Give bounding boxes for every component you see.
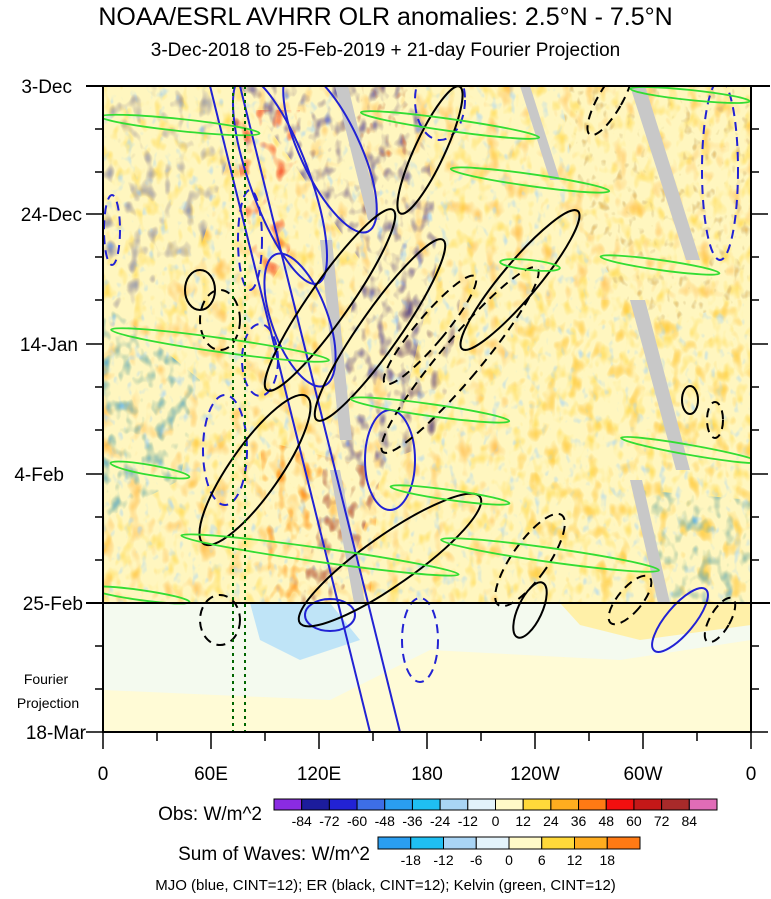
x-tick-label: 120E	[297, 764, 341, 785]
colorbar-swatch	[578, 798, 607, 811]
y-tick-label: 18-Mar	[26, 723, 87, 744]
colorbar-swatch	[356, 798, 386, 811]
colorbar-tick-label: -12	[458, 813, 478, 829]
x-tick-label: 120W	[510, 764, 560, 785]
colorbar-swatch	[475, 836, 510, 850]
contour-legend-footer: MJO (blue, CINT=12); ER (black, CINT=12)…	[155, 877, 616, 894]
colorbar-swatch	[410, 836, 444, 850]
x-tick-label: 0	[98, 764, 109, 785]
chart-subtitle: 3-Dec-2018 to 25-Feb-2019 + 21-day Fouri…	[150, 40, 621, 61]
colorbar-swatch	[605, 798, 635, 811]
colorbar-swatch	[606, 836, 641, 850]
colorbar-tick-label: -84	[292, 813, 312, 829]
x-tick-label: 180	[411, 764, 443, 785]
obs-colorbar-ticks: -84 -72 -60 -48 -36 -24 -12 0 12 24 36 48 60 72 84	[292, 813, 698, 829]
chart-title: NOAA/ESRL AVHRR OLR anomalies: 2.5°N - 7…	[98, 3, 673, 31]
wave-contours	[103, 86, 751, 732]
colorbar-tick-label: 60	[626, 813, 642, 829]
colorbar-tick-label: 72	[654, 813, 670, 829]
colorbar-tick-label: -72	[319, 813, 339, 829]
colorbar-tick-label: -18	[401, 852, 421, 868]
obs-colorbar-label: Obs: W/m^2	[158, 804, 262, 825]
colorbar-swatch	[443, 836, 477, 850]
x-tick-label: 60W	[623, 764, 662, 785]
x-tick-marks	[102, 732, 752, 749]
colorbar-swatch	[688, 798, 718, 811]
y-tick-label: 25-Feb	[23, 594, 83, 615]
y-tick-label: 24-Dec	[21, 205, 82, 226]
colorbar-swatch	[467, 798, 496, 811]
colorbar-swatch	[541, 836, 575, 850]
colorbar-swatch	[411, 798, 441, 811]
colorbar-tick-label: -24	[430, 813, 450, 829]
projection-label: Projection	[17, 695, 79, 711]
obs-colorbar	[273, 798, 718, 811]
x-tick-label: 0	[746, 764, 757, 785]
colorbar-swatch	[508, 836, 543, 850]
colorbar-tick-label: 84	[682, 813, 698, 829]
colorbar-tick-label: 48	[598, 813, 614, 829]
colorbar-swatch	[301, 798, 330, 811]
colorbar-swatch	[522, 798, 552, 811]
waves-colorbar-label: Sum of Waves: W/m^2	[178, 844, 370, 865]
colorbar-tick-label: 18	[599, 852, 615, 868]
colorbar-swatch	[550, 798, 580, 811]
colorbar-swatch	[377, 836, 412, 850]
waves-colorbar	[377, 836, 641, 850]
colorbar-tick-label: 12	[515, 813, 531, 829]
y-tick-labels: 3-Dec 24-Dec 14-Jan 4-Feb 25-Feb 18-Mar …	[14, 77, 86, 744]
colorbar-tick-label: -60	[347, 813, 367, 829]
colorbar-swatch	[328, 798, 358, 811]
colorbar-swatch	[495, 798, 524, 811]
colorbar-swatch	[439, 798, 469, 811]
colorbar-swatch	[661, 798, 690, 811]
colorbar-tick-label: -12	[433, 852, 453, 868]
waves-colorbar-ticks: -18 -12 -6 0 6 12 18	[401, 852, 616, 868]
y-tick-label: 3-Dec	[21, 77, 72, 98]
colorbar-tick-label: 24	[543, 813, 559, 829]
colorbar-tick-label: 36	[571, 813, 587, 829]
colorbar-swatch	[273, 798, 303, 811]
obs-heatmap	[103, 86, 751, 603]
colorbar-swatch	[633, 798, 663, 811]
colorbar-tick-label: -36	[402, 813, 422, 829]
projection-label: Fourier	[24, 671, 69, 687]
colorbar-swatch	[384, 798, 413, 811]
x-tick-label: 60E	[194, 764, 228, 785]
colorbar-tick-label: -6	[470, 852, 483, 868]
y-tick-label: 14-Jan	[20, 335, 78, 356]
colorbar-swatch	[574, 836, 608, 850]
colorbar-tick-label: 6	[538, 852, 546, 868]
x-tick-labels: 0 60E 120E 180 120W 60W 0	[98, 764, 757, 785]
y-tick-marks	[86, 128, 768, 733]
colorbar-tick-label: -48	[375, 813, 395, 829]
colorbar-tick-label: 0	[505, 852, 513, 868]
colorbar-tick-label: 0	[492, 813, 500, 829]
colorbar-tick-label: 12	[567, 852, 583, 868]
projection-negative-area	[250, 603, 360, 660]
y-tick-label: 4-Feb	[14, 465, 64, 486]
